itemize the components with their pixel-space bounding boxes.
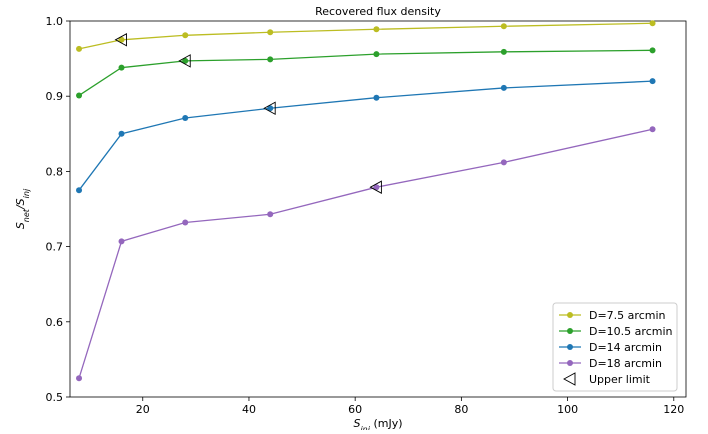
upper-limit-marker (114, 33, 127, 47)
x-axis-label: Sinj (mJy) (353, 417, 402, 430)
point (76, 92, 83, 99)
point (500, 84, 507, 91)
point (267, 105, 274, 112)
point (118, 64, 125, 71)
x-tick-label: 20 (136, 403, 150, 416)
point (267, 29, 274, 36)
point (182, 115, 189, 122)
legend-marker (563, 372, 576, 386)
y-tick-label: 0.9 (46, 90, 64, 103)
x-tick-label: 60 (348, 403, 362, 416)
legend-marker (567, 344, 573, 350)
point (76, 187, 83, 194)
series-line (78, 22, 653, 50)
point (373, 26, 380, 33)
series-line (78, 49, 653, 96)
point (118, 238, 125, 245)
point (373, 94, 380, 101)
point (118, 36, 125, 43)
y-tick-label: 1.0 (46, 15, 64, 28)
x-tick-label: 100 (557, 403, 578, 416)
y-axis-label-part: /S (14, 198, 27, 210)
point (373, 184, 380, 191)
y-axis-label-part: S (14, 222, 27, 229)
x-tick-label: 120 (663, 403, 684, 416)
point (267, 56, 274, 63)
legend-label: D=7.5 arcmin (589, 309, 666, 322)
legend-label: D=10.5 arcmin (589, 325, 673, 338)
legend-label: Upper limit (589, 373, 651, 386)
point (267, 211, 274, 218)
point (118, 130, 125, 137)
point (649, 20, 656, 27)
legend-marker (567, 328, 573, 334)
legend-box (552, 302, 678, 392)
point (500, 48, 507, 55)
point (182, 32, 189, 39)
plot-frame (69, 20, 687, 398)
point (182, 57, 189, 64)
point (649, 47, 656, 54)
upper-limit-marker (369, 180, 382, 194)
y-tick-label: 0.5 (46, 391, 64, 404)
y-axis-label-part: net (22, 208, 31, 222)
x-axis-label-part: (mJy) (370, 417, 403, 430)
point (373, 51, 380, 58)
series-line (78, 80, 653, 191)
point (649, 126, 656, 133)
upper-limit-marker (263, 101, 276, 115)
legend-marker (567, 312, 573, 318)
y-tick-label: 0.7 (46, 241, 64, 254)
upper-limit-marker (178, 54, 191, 68)
x-axis-label-part: S (353, 417, 360, 430)
point (76, 375, 83, 382)
y-tick-label: 0.6 (46, 316, 64, 329)
x-tick-label: 80 (454, 403, 468, 416)
point (500, 23, 507, 30)
point (76, 45, 83, 52)
point (500, 159, 507, 166)
chart-title: Recovered flux density (315, 5, 441, 18)
y-axis-label-part: inj (22, 188, 31, 198)
x-tick-label: 40 (242, 403, 256, 416)
legend-label: D=14 arcmin (589, 341, 662, 354)
y-tick-label: 0.8 (46, 165, 64, 178)
point (649, 78, 656, 85)
point (182, 219, 189, 226)
x-axis-label-part: inj (360, 425, 370, 431)
legend-marker (567, 360, 573, 366)
y-axis-label: Snet/Sinj (14, 188, 31, 229)
legend-label: D=18 arcmin (589, 357, 662, 370)
